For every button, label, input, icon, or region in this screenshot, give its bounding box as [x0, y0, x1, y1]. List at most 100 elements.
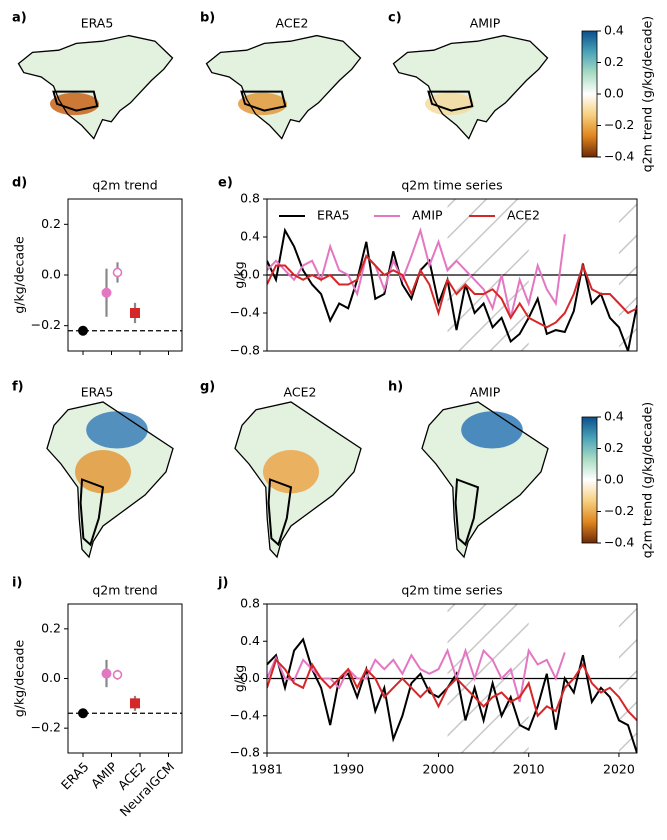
legend-label: ERA5: [317, 208, 350, 223]
colorbar-tick-label: −0.2: [604, 117, 634, 132]
trend-patch: [425, 92, 474, 116]
panel-label: e): [218, 176, 233, 191]
y-tick-label: 0.2: [41, 620, 61, 635]
marker: [78, 325, 88, 336]
y-tick-label: 0.4: [240, 633, 260, 648]
axes-frame: [266, 603, 638, 754]
series-line: [267, 254, 637, 329]
y-tick-label: 0.8: [240, 596, 260, 611]
panel-label: f): [12, 380, 24, 395]
region-outline: [79, 478, 105, 547]
panel-label: a): [12, 11, 27, 26]
land: [393, 35, 548, 139]
panel-label: b): [200, 11, 215, 26]
y-tick-label: −0.4: [230, 707, 260, 722]
region-outline: [52, 90, 99, 112]
x-tick-label: 2010: [513, 762, 545, 777]
x-tick-label: ERA5: [58, 759, 92, 793]
marker-open: [112, 267, 123, 278]
colorbar-tick-label: −0.2: [604, 503, 634, 518]
y-tick-label: −0.8: [230, 343, 260, 358]
coastline: [46, 401, 174, 559]
map-title: ACE2: [284, 385, 317, 400]
x-tick-label: AMIP: [88, 759, 121, 792]
panel-label: g): [200, 380, 215, 395]
marker-open: [112, 669, 123, 680]
land: [18, 35, 173, 139]
y-axis-label: g/kg/decade: [12, 236, 27, 314]
colorbar-tick-label: 0.2: [604, 54, 624, 69]
panel-label: j): [217, 576, 228, 591]
axes-frame: [67, 198, 183, 352]
axis-title: q2m time series: [401, 583, 502, 598]
y-tick-label: −0.4: [230, 305, 260, 320]
axis-title: q2m trend: [92, 178, 157, 193]
region-outline: [427, 90, 474, 112]
marker: [78, 708, 88, 719]
axis-title: q2m time series: [401, 178, 502, 193]
y-tick-label: 0.0: [240, 267, 260, 282]
coastline: [392, 34, 549, 140]
map-title: AMIP: [470, 385, 501, 400]
coastline: [421, 401, 549, 559]
y-tick-label: 0.2: [41, 216, 61, 231]
series-line: [267, 227, 637, 351]
colorbar-tick-label: 0.4: [604, 409, 624, 424]
y-tick-label: 0.0: [240, 670, 260, 685]
colorbar: [581, 30, 598, 158]
panel-label: c): [388, 11, 402, 26]
y-tick-label: 0.8: [240, 191, 260, 206]
trend-patch: [238, 92, 287, 116]
legend-label: ACE2: [507, 208, 540, 223]
y-axis-label: g/kg: [232, 261, 247, 288]
colorbar-tick-label: 0.0: [604, 472, 624, 487]
colorbar-tick-label: −0.4: [604, 535, 634, 550]
colorbar-label: q2m trend (g/kg/decade): [640, 402, 655, 558]
y-tick-label: 0.4: [240, 229, 260, 244]
coastline: [234, 401, 362, 559]
series-line: [267, 658, 637, 722]
trend-patch: [461, 411, 523, 449]
region-outline: [240, 90, 287, 112]
axis-title: q2m trend: [92, 583, 157, 598]
colorbar-tick-label: 0.0: [604, 86, 624, 101]
y-tick-label: −0.2: [31, 720, 61, 735]
map-title: ACE2: [276, 16, 309, 31]
panel-label: h): [388, 380, 403, 395]
x-tick-label: 1990: [332, 762, 364, 777]
map-title: ERA5: [81, 16, 114, 31]
map: [234, 401, 362, 559]
map: [205, 34, 362, 140]
map: [421, 401, 549, 559]
trend-patch: [50, 92, 99, 116]
series-line: [267, 637, 637, 753]
colorbar: [581, 416, 598, 544]
colorbar-label: q2m trend (g/kg/decade): [640, 16, 655, 172]
x-tick-label: 2000: [423, 762, 455, 777]
coastline: [17, 34, 174, 140]
marker: [101, 287, 112, 298]
land: [206, 35, 361, 139]
map-title: AMIP: [470, 16, 501, 31]
colorbar-tick-label: 0.2: [604, 440, 624, 455]
region-outline: [267, 478, 293, 547]
panel-label: d): [12, 176, 27, 191]
x-tick-label: 2020: [603, 762, 635, 777]
colorbar-tick-label: −0.4: [604, 149, 634, 164]
map: [17, 34, 174, 140]
x-tick-label: 1981: [251, 762, 283, 777]
legend-label: AMIP: [412, 208, 443, 223]
y-tick-label: 0.0: [41, 267, 61, 282]
series-line: [267, 647, 566, 703]
y-tick-label: 0.0: [41, 670, 61, 685]
coastline: [205, 34, 362, 140]
map: [392, 34, 549, 140]
axes-frame: [266, 198, 638, 352]
marker: [130, 308, 140, 318]
series-line: [267, 226, 566, 319]
region-outline: [454, 478, 480, 547]
colorbar-tick-label: 0.4: [604, 23, 624, 38]
y-axis-label: g/kg/decade: [12, 640, 27, 718]
panel-label: i): [12, 576, 22, 591]
